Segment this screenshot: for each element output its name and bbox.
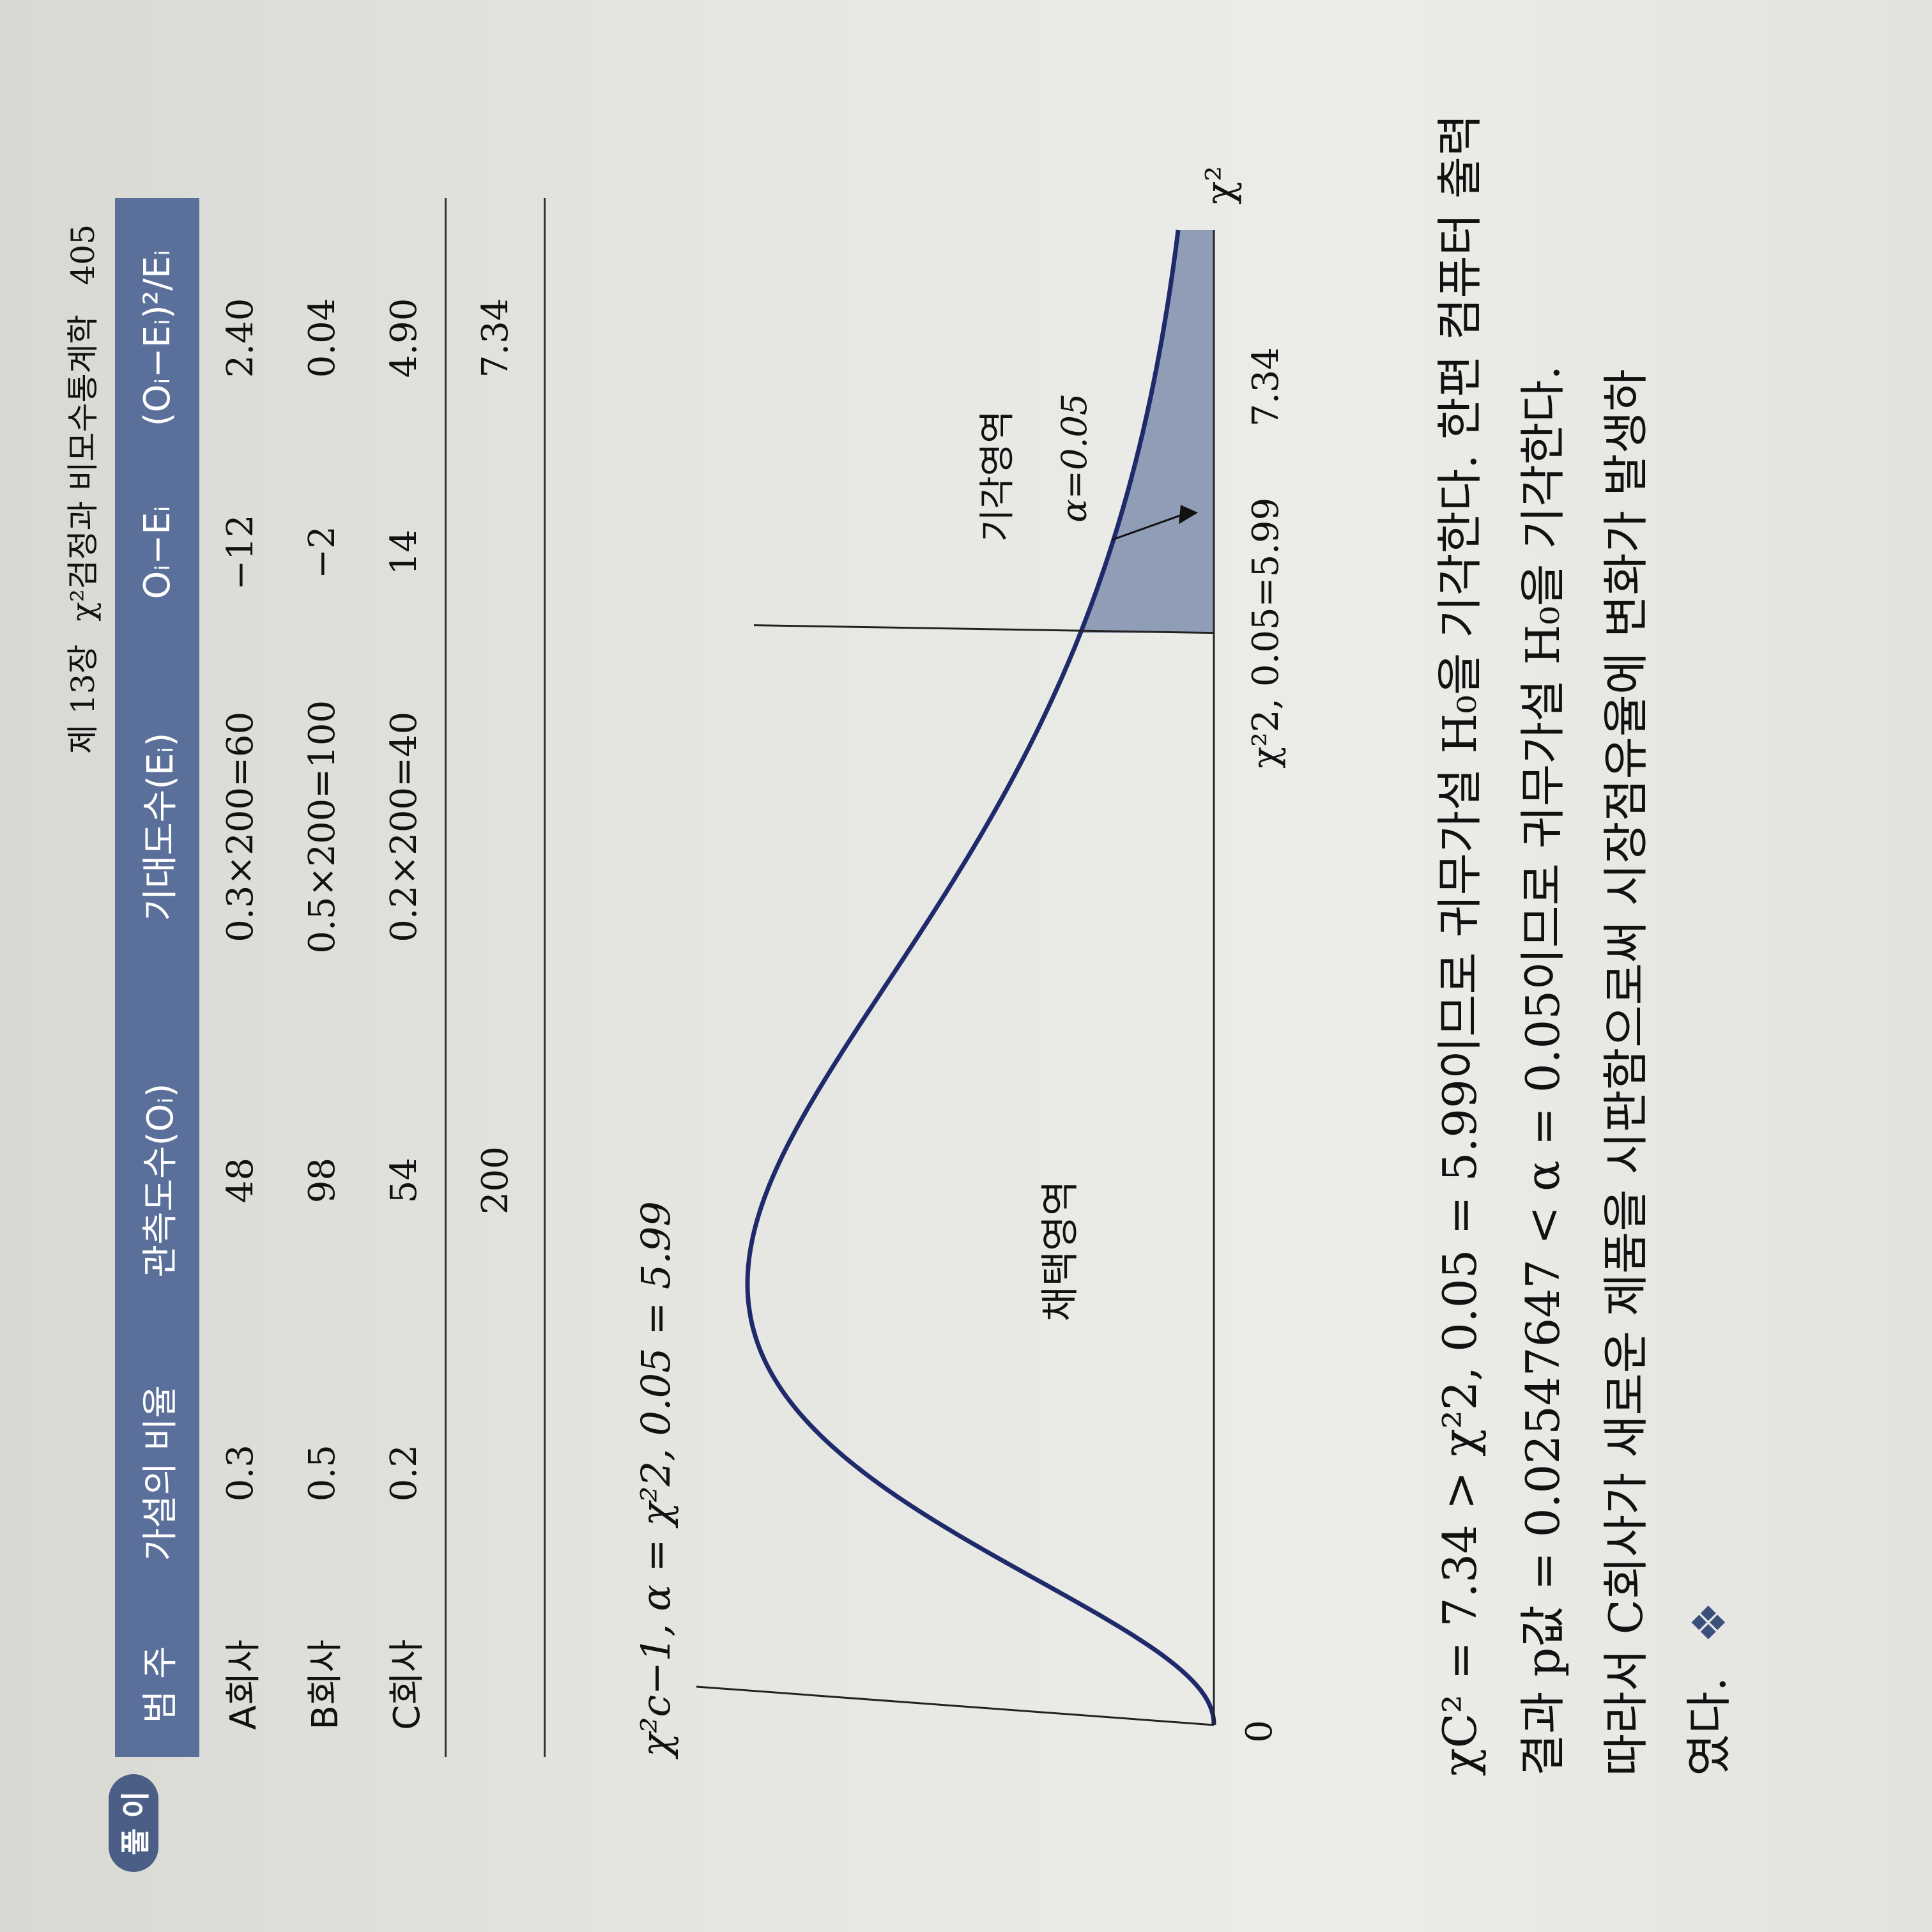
chapter-title: χ²검정과 비모수통계학 [65,314,102,622]
solution-badge: 풀 이 [109,1774,158,1872]
col-chi: (Oᵢ−Eᵢ)²/Eᵢ [115,198,199,478]
y-axis [696,1685,1215,1726]
alpha-arrowhead [1179,505,1198,525]
cell-diff: 14 [383,529,425,576]
chi-square-chart: 0 χ²2, 0.05=5.99 7.34 χ² 채택영역 기각영역 α=0.05 [696,166,1287,1743]
critical-value: χ²c−1, α = χ²2, 0.05 = 5.99 [632,1201,679,1757]
cell-expected: 0.2×200=40 [383,711,425,942]
cell-observed: 48 [219,1157,261,1204]
cell-diff: −12 [219,514,261,590]
cell-category: B회사 [304,1639,346,1730]
page-number: 405 [65,224,102,286]
col-diff: Oᵢ−Eᵢ [115,477,199,627]
table-row: C회사 0.2 54 0.2×200=40 14 4.90 [363,198,446,1757]
cell-observed: 98 [301,1157,343,1204]
table-row: B회사 0.5 98 0.5×200=100 −2 0.04 [281,198,363,1757]
reject-region-label: 기각영역 [977,410,1018,542]
cell-category: A회사 [222,1639,264,1730]
total-chi: 7.34 [445,198,545,478]
table-header-row: 범 주 가설의 비율 관측도수(Oᵢ) 기대도수(Eᵢ) Oᵢ−Eᵢ (Oᵢ−E… [115,198,199,1757]
statistic-label: 7.34 [1245,347,1287,427]
cell-expected: 0.5×200=100 [301,700,343,954]
end-mark: ❖ [1682,1602,1736,1643]
col-expected: 기대도수(Eᵢ) [115,627,199,1027]
cell-expected: 0.3×200=60 [219,711,261,942]
alpha-arrow [1111,511,1189,541]
goodness-of-fit-table: 범 주 가설의 비율 관측도수(Oᵢ) 기대도수(Eᵢ) Oᵢ−Eᵢ (Oᵢ−E… [115,198,546,1757]
total-observed: 200 [445,1027,545,1334]
cell-ratio: 0.5 [301,1445,343,1502]
cell-observed: 54 [383,1157,425,1204]
col-ratio: 가설의 비율 [115,1333,199,1613]
cell-ratio: 0.3 [219,1445,261,1502]
conclusion-line-2: 결과 p값 = 0.02547647 < α = 0.05이므로 귀무가설 H₀… [1516,365,1570,1776]
critical-line [753,624,1215,634]
cell-chi: 4.90 [383,298,425,378]
x-axis-label: χ² [1198,166,1243,204]
col-observed: 관측도수(Oᵢ) [115,1027,199,1334]
conclusion-line-1: χC² = 7.34 > χ²2, 0.05 = 5.99이므로 귀무가설 H₀… [1433,114,1487,1776]
chapter-label: 제 13장 [65,644,102,754]
cell-chi: 0.04 [301,298,343,378]
accept-region-label: 채택영역 [1038,1181,1083,1322]
conclusion-line-4: 였다. [1682,1676,1736,1776]
cell-category: C회사 [386,1639,428,1730]
cell-diff: −2 [301,526,343,579]
cell-ratio: 0.2 [383,1445,425,1502]
alpha-label: α=0.05 [1054,394,1094,523]
critical-label: χ²2, 0.05=5.99 [1245,498,1287,769]
page-header: 제 13장 χ²검정과 비모수통계학 405 [57,224,103,754]
conclusion-line-3: 따라서 C회사가 새로운 제품을 시판함으로써 시장점유율에 변화가 발생하 [1599,369,1653,1777]
table-row: A회사 0.3 48 0.3×200=60 −12 2.40 [199,198,281,1757]
rejection-region-shade [1080,230,1214,633]
col-category: 범 주 [115,1612,199,1757]
origin-label: 0 [1239,1720,1280,1743]
textbook-page: 제 13장 χ²검정과 비모수통계학 405 풀 이 범 주 가설의 비율 관측… [38,102,1891,1891]
table-total-row: 200 7.34 [445,198,545,1757]
cell-chi: 2.40 [219,298,261,378]
chi-square-curve [745,229,1216,1726]
